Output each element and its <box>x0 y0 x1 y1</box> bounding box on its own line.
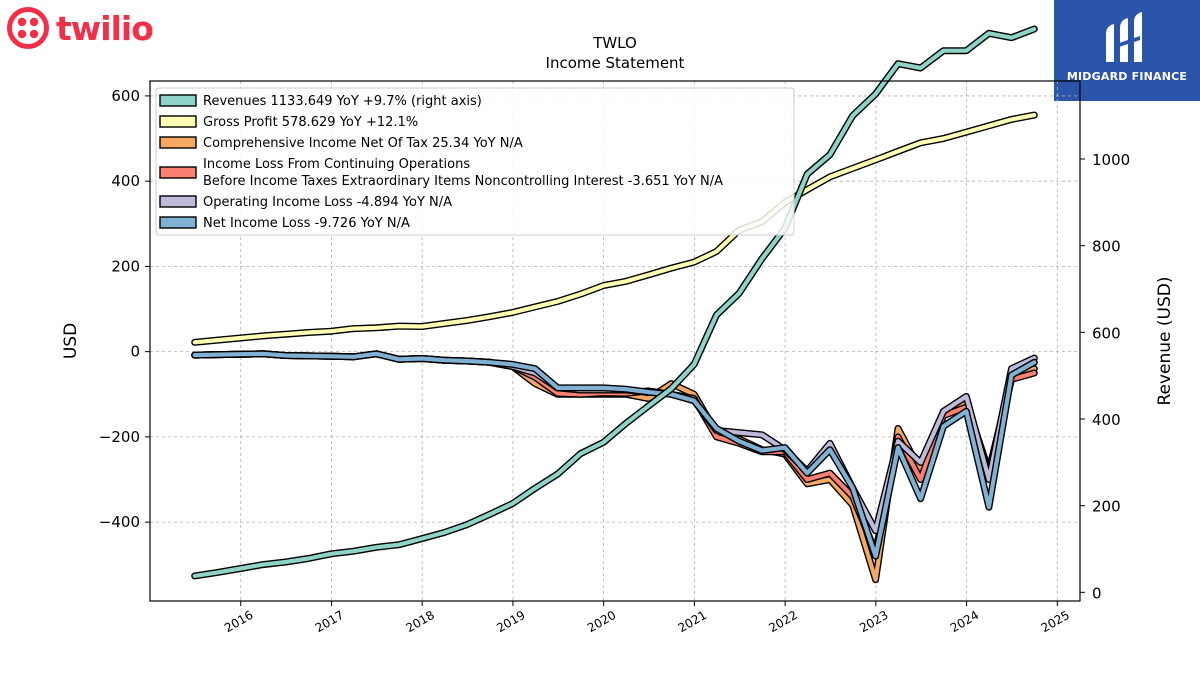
legend-label-revenues: Revenues 1133.649 YoY +9.7% (right axis) <box>203 94 482 109</box>
twilio-logo-text: twilio <box>56 8 154 48</box>
y-right-tick-label: 200 <box>1092 498 1121 516</box>
y-right-tick-label: 400 <box>1092 411 1121 429</box>
y-axis-right: 0 200 400 600 800 1000 <box>1080 151 1130 602</box>
series-gross-profit <box>191 111 1038 346</box>
x-tick-label: 2017 <box>313 608 346 635</box>
y-axis-right-label: Revenue (USD) <box>1155 276 1175 405</box>
twilio-logo: twilio <box>6 6 154 50</box>
legend-swatch-gross-profit <box>159 115 197 128</box>
legend-swatch-net-income <box>159 216 197 229</box>
series-revenues-line <box>192 26 1037 579</box>
legend-swatch-operating-income <box>159 195 197 208</box>
y-tick-label: −400 <box>99 513 140 531</box>
y-tick-label: 400 <box>111 172 140 190</box>
x-tick-label: 2024 <box>948 608 981 635</box>
series-revenues <box>191 25 1038 580</box>
series-lines <box>191 25 1038 584</box>
y-axis-left: −400 −200 0 200 400 600 <box>99 87 150 531</box>
legend-label-net-income: Net Income Loss -9.726 YoY N/A <box>203 216 410 231</box>
legend-swatch-comprehensive-income <box>159 136 197 149</box>
x-tick-label: 2016 <box>222 608 255 635</box>
legend-swatch-pretax-income <box>159 166 197 179</box>
series-net-income-line <box>192 351 1037 559</box>
legend-label-pretax-income: Income Loss From Continuing Operations Be… <box>203 157 723 189</box>
series-net-income <box>191 350 1038 560</box>
legend: Revenues 1133.649 YoY +9.7% (right axis)… <box>155 87 795 236</box>
y-right-tick-label: 800 <box>1092 238 1121 256</box>
midgard-finance-name: MIDGARD FINANCE <box>1066 70 1188 83</box>
x-axis: 2016 2017 2018 2019 2020 2021 2022 2023 2024 2025 <box>222 601 1072 635</box>
y-tick-label: 600 <box>111 87 140 105</box>
x-tick-label: 2022 <box>766 608 799 635</box>
x-tick-label: 2018 <box>403 608 436 635</box>
plot-frame <box>149 80 1081 602</box>
y-tick-label: −200 <box>99 428 140 446</box>
midgard-emblem-icon <box>1106 12 1142 62</box>
series-gross-profit-line <box>192 112 1037 345</box>
legend-swatch-revenues <box>159 94 197 107</box>
x-tick-label: 2021 <box>676 608 709 635</box>
chart-subtitle: Income Statement <box>546 54 685 72</box>
y-axis-label: USD <box>61 323 81 359</box>
legend-label-operating-income: Operating Income Loss -4.894 YoY N/A <box>203 195 452 210</box>
x-tick-label: 2020 <box>585 608 618 635</box>
legend-box <box>155 87 795 236</box>
x-tick-label: 2025 <box>1039 608 1072 635</box>
legend-label-gross-profit: Gross Profit 578.629 YoY +12.1% <box>203 115 418 130</box>
y-tick-label: 0 <box>130 343 140 361</box>
x-tick-label: 2019 <box>494 608 527 635</box>
y-right-tick-label: 0 <box>1092 584 1102 602</box>
twilio-logo-icon <box>7 7 49 49</box>
chart-title: TWLO <box>592 34 637 52</box>
legend-label-comprehensive-income: Comprehensive Income Net Of Tax 25.34 Yo… <box>203 136 523 151</box>
y-right-tick-label: 600 <box>1092 324 1121 342</box>
y-tick-label: 200 <box>111 257 140 275</box>
midgard-finance-logo: MIDGARD FINANCE <box>1054 0 1200 101</box>
x-tick-label: 2023 <box>857 608 890 635</box>
y-right-tick-label: 1000 <box>1092 151 1130 169</box>
